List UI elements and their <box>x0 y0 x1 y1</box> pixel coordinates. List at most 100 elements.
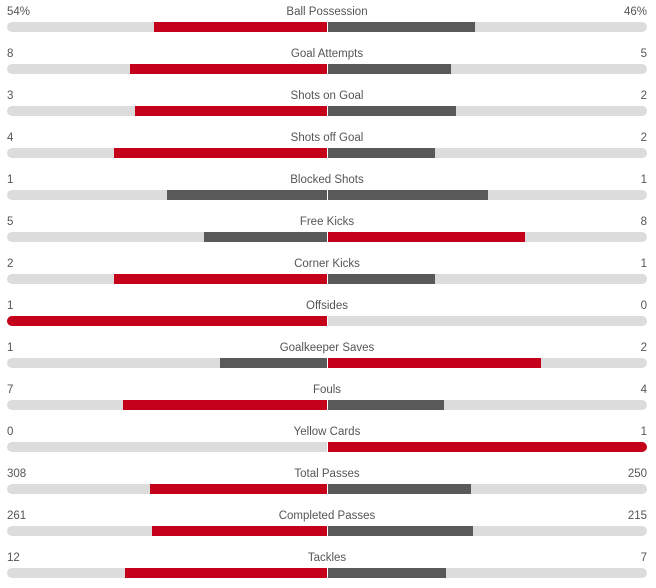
stat-row-total-passes: 308 Total Passes 250 <box>7 462 647 504</box>
away-stat-bar <box>328 400 444 410</box>
stat-name: Blocked Shots <box>290 174 364 186</box>
match-stats-list: 54% Ball Possession 46% 8 Goal Attempts … <box>7 0 647 588</box>
stat-name: Tackles <box>307 552 347 564</box>
center-divider <box>327 568 328 578</box>
center-divider <box>327 526 328 536</box>
home-stat-bar <box>114 274 327 284</box>
stat-name: Ball Possession <box>286 6 368 18</box>
stat-label-row: 1 Blocked Shots 1 <box>7 172 647 188</box>
center-divider <box>327 442 328 452</box>
stat-name: Completed Passes <box>278 510 376 522</box>
center-divider <box>327 232 328 242</box>
stat-home-value: 1 <box>7 174 14 186</box>
home-stat-bar <box>130 64 327 74</box>
stat-label-row: 3 Shots on Goal 2 <box>7 88 647 104</box>
stat-label-row: 0 Yellow Cards 1 <box>7 424 647 440</box>
away-stat-bar <box>328 484 471 494</box>
center-divider <box>327 274 328 284</box>
center-divider <box>327 64 328 74</box>
home-stat-bar <box>220 358 327 368</box>
stat-label-row: 261 Completed Passes 215 <box>7 508 647 524</box>
stat-name: Free Kicks <box>299 216 355 228</box>
stat-bar-track <box>7 148 647 158</box>
stat-label-row: 1 Offsides 0 <box>7 298 647 314</box>
stat-bar-track <box>7 64 647 74</box>
center-divider <box>327 316 328 326</box>
away-stat-bar <box>328 64 451 74</box>
away-stat-bar <box>328 190 488 200</box>
home-stat-bar <box>154 22 327 32</box>
stat-away-value: 1 <box>640 174 647 186</box>
stat-bar-track <box>7 316 647 326</box>
stat-away-value: 2 <box>640 90 647 102</box>
stat-bar-track <box>7 400 647 410</box>
stat-away-value: 7 <box>640 552 647 564</box>
home-stat-bar <box>135 106 327 116</box>
stat-row-blocked-shots: 1 Blocked Shots 1 <box>7 168 647 210</box>
stat-row-shots-off-goal: 4 Shots off Goal 2 <box>7 126 647 168</box>
stat-home-value: 1 <box>7 300 14 312</box>
stat-row-corner-kicks: 2 Corner Kicks 1 <box>7 252 647 294</box>
away-stat-bar <box>328 106 456 116</box>
stat-bar-track <box>7 484 647 494</box>
stat-away-value: 2 <box>640 342 647 354</box>
away-stat-bar <box>328 568 446 578</box>
stat-label-row: 4 Shots off Goal 2 <box>7 130 647 146</box>
stat-name: Yellow Cards <box>293 426 361 438</box>
center-divider <box>327 400 328 410</box>
stat-row-completed-passes: 261 Completed Passes 215 <box>7 504 647 546</box>
stat-row-ball-possession: 54% Ball Possession 46% <box>7 0 647 42</box>
stat-home-value: 3 <box>7 90 14 102</box>
stat-away-value: 250 <box>627 468 647 480</box>
stat-name: Goalkeeper Saves <box>279 342 375 354</box>
stat-bar-track <box>7 526 647 536</box>
home-stat-bar <box>125 568 327 578</box>
stat-label-row: 8 Goal Attempts 5 <box>7 46 647 62</box>
stat-home-value: 1 <box>7 342 14 354</box>
stat-bar-track <box>7 358 647 368</box>
stat-name: Shots on Goal <box>290 90 364 102</box>
away-stat-bar <box>328 148 435 158</box>
stat-row-offsides: 1 Offsides 0 <box>7 294 647 336</box>
stat-row-free-kicks: 5 Free Kicks 8 <box>7 210 647 252</box>
center-divider <box>327 148 328 158</box>
stat-bar-track <box>7 568 647 578</box>
stat-home-value: 0 <box>7 426 14 438</box>
stat-name: Offsides <box>306 300 348 312</box>
stat-bar-track <box>7 442 647 452</box>
away-stat-bar <box>328 442 647 452</box>
stat-home-value: 54% <box>7 6 31 18</box>
stat-home-value: 261 <box>7 510 27 522</box>
center-divider <box>327 484 328 494</box>
stat-bar-track <box>7 22 647 32</box>
stat-home-value: 8 <box>7 48 14 60</box>
stat-row-yellow-cards: 0 Yellow Cards 1 <box>7 420 647 462</box>
stat-away-value: 1 <box>640 258 647 270</box>
stat-away-value: 2 <box>640 132 647 144</box>
stat-row-goalkeeper-saves: 1 Goalkeeper Saves 2 <box>7 336 647 378</box>
stat-bar-track <box>7 274 647 284</box>
home-stat-bar <box>123 400 327 410</box>
stat-row-fouls: 7 Fouls 4 <box>7 378 647 420</box>
stat-home-value: 308 <box>7 468 27 480</box>
stat-away-value: 1 <box>640 426 647 438</box>
home-stat-bar <box>114 148 327 158</box>
stat-label-row: 12 Tackles 7 <box>7 550 647 566</box>
center-divider <box>327 106 328 116</box>
home-stat-bar <box>150 484 327 494</box>
away-stat-bar <box>328 22 475 32</box>
stat-away-value: 0 <box>640 300 647 312</box>
stat-label-row: 1 Goalkeeper Saves 2 <box>7 340 647 356</box>
stat-label-row: 7 Fouls 4 <box>7 382 647 398</box>
stat-home-value: 12 <box>7 552 20 564</box>
stat-label-row: 5 Free Kicks 8 <box>7 214 647 230</box>
stat-name: Fouls <box>312 384 342 396</box>
home-stat-bar <box>204 232 327 242</box>
center-divider <box>327 190 328 200</box>
stat-label-row: 2 Corner Kicks 1 <box>7 256 647 272</box>
center-divider <box>327 22 328 32</box>
stat-bar-track <box>7 106 647 116</box>
away-stat-bar <box>328 274 435 284</box>
stat-away-value: 8 <box>640 216 647 228</box>
stat-home-value: 7 <box>7 384 14 396</box>
